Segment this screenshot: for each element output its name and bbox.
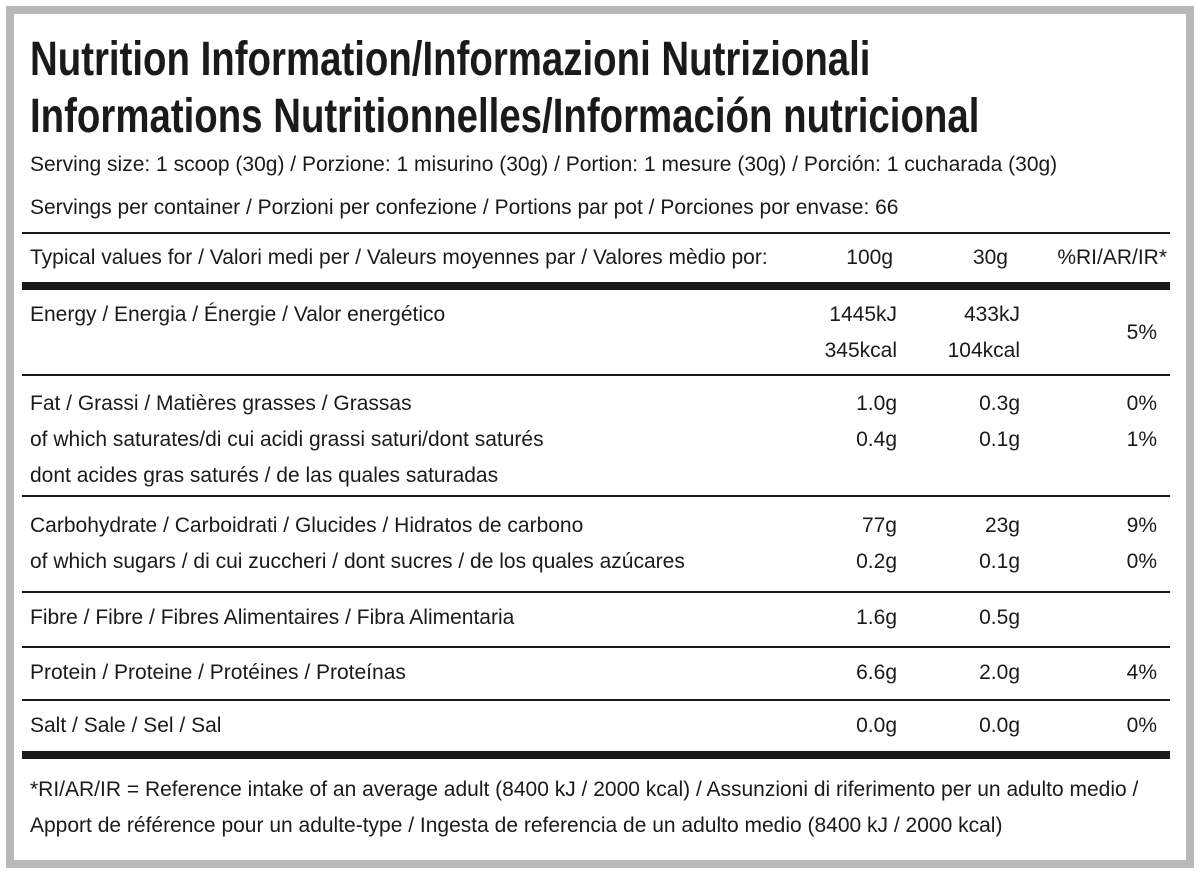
row-separator	[22, 495, 1170, 497]
label-cell: Salt / Sale / Sel / Sal	[30, 708, 221, 744]
label-cell: Carbohydrate / Carboidrati / Glucides / …	[30, 508, 685, 580]
per-100g: 77g	[861, 514, 897, 537]
per-100g: 0.2g	[856, 550, 897, 573]
row-separator	[22, 646, 1170, 648]
ri: 5%	[1126, 321, 1157, 344]
ri: 0%	[1126, 392, 1157, 415]
ri-cell: 0% 1%	[1127, 386, 1157, 458]
per-100g: 0.0g	[856, 714, 897, 737]
label: Carbohydrate / Carboidrati / Glucides / …	[30, 514, 584, 537]
per-100g: 6.6g	[856, 661, 897, 684]
servings-per-container: Servings per container / Porzioni per co…	[30, 196, 899, 219]
rule	[22, 282, 1170, 290]
row-separator	[22, 591, 1170, 593]
column-header: 30g	[972, 246, 1008, 269]
per-30g: 23g	[984, 514, 1020, 537]
per_100g-cell: 1445kJ 345kcal	[825, 297, 897, 369]
rule	[22, 232, 1170, 234]
label: Fat / Grassi / Matières grasses / Grassa…	[30, 392, 412, 415]
per_30g-cell: 0.0g	[979, 708, 1020, 744]
ri-cell: 9% 0%	[1127, 508, 1157, 580]
footnote: *RI/AR/IR = Reference intake of an avera…	[30, 778, 1139, 837]
per_100g-cell: 1.6g	[856, 600, 897, 636]
ri-cell: 0%	[1127, 708, 1157, 744]
ri: 1%	[1126, 428, 1157, 451]
per-30g: 0.5g	[979, 606, 1020, 629]
frame	[6, 6, 1194, 868]
label: dont acides gras saturés / de las quales…	[30, 464, 499, 487]
per_100g-cell: 6.6g	[856, 655, 897, 691]
rule	[22, 751, 1170, 759]
per_30g-cell: 0.5g	[979, 600, 1020, 636]
label-cell: Protein / Proteine / Protéines / Proteín…	[30, 655, 406, 691]
per_100g-cell: 0.0g	[856, 708, 897, 744]
per-100g: 0.4g	[856, 428, 897, 451]
per-30g: 433kJ	[963, 303, 1020, 326]
label: Salt / Sale / Sel / Sal	[30, 714, 222, 737]
label: of which sugars / di cui zuccheri / dont…	[30, 550, 685, 573]
per_30g-cell: 433kJ 104kcal	[948, 297, 1020, 369]
per-30g: 104kcal	[947, 339, 1020, 362]
per-30g: 0.3g	[979, 392, 1020, 415]
serving-size: Serving size: 1 scoop (30g) / Porzione: …	[30, 153, 1058, 176]
ri: 0%	[1126, 714, 1157, 737]
column-header: %RI/AR/IR*	[1057, 246, 1167, 269]
per_30g-cell: 2.0g	[979, 655, 1020, 691]
per-30g: 2.0g	[979, 661, 1020, 684]
per_100g-cell: 1.0g 0.4g	[856, 386, 897, 458]
per-100g: 1445kJ	[829, 303, 897, 326]
per_100g-cell: 77g 0.2g	[856, 508, 897, 580]
per_30g-cell: 0.3g 0.1g	[979, 386, 1020, 458]
ri-cell: 4%	[1127, 655, 1157, 691]
column-header: Typical values for / Valori medi per / V…	[30, 246, 768, 269]
title: Nutrition Information/Informazioni Nutri…	[30, 33, 871, 86]
label-cell: Energy / Energia / Énergie / Valor energ…	[30, 297, 445, 333]
per-100g: 1.6g	[856, 606, 897, 629]
label: Protein / Proteine / Protéines / Proteín…	[30, 661, 406, 684]
per-30g: 0.1g	[979, 428, 1020, 451]
label: Energy / Energia / Énergie / Valor energ…	[30, 303, 446, 326]
column-header: 100g	[846, 246, 893, 269]
per-30g: 0.0g	[979, 714, 1020, 737]
ri-cell: 5%	[1127, 315, 1157, 351]
label-cell: Fibre / Fibre / Fibres Alimentaires / Fi…	[30, 600, 514, 636]
ri: 4%	[1126, 661, 1157, 684]
label: of which saturates/di cui acidi grassi s…	[30, 428, 544, 451]
title: Informations Nutritionnelles/Información…	[30, 90, 980, 143]
per-30g: 0.1g	[979, 550, 1020, 573]
ri: 9%	[1126, 514, 1157, 537]
label-cell: Fat / Grassi / Matières grasses / Grassa…	[30, 386, 544, 494]
per-100g: 345kcal	[824, 339, 897, 362]
per-100g: 1.0g	[856, 392, 897, 415]
per_30g-cell: 23g 0.1g	[979, 508, 1020, 580]
row-separator	[22, 699, 1170, 701]
label: Fibre / Fibre / Fibres Alimentaires / Fi…	[30, 606, 515, 629]
row-separator	[22, 374, 1170, 376]
ri: 0%	[1126, 550, 1157, 573]
